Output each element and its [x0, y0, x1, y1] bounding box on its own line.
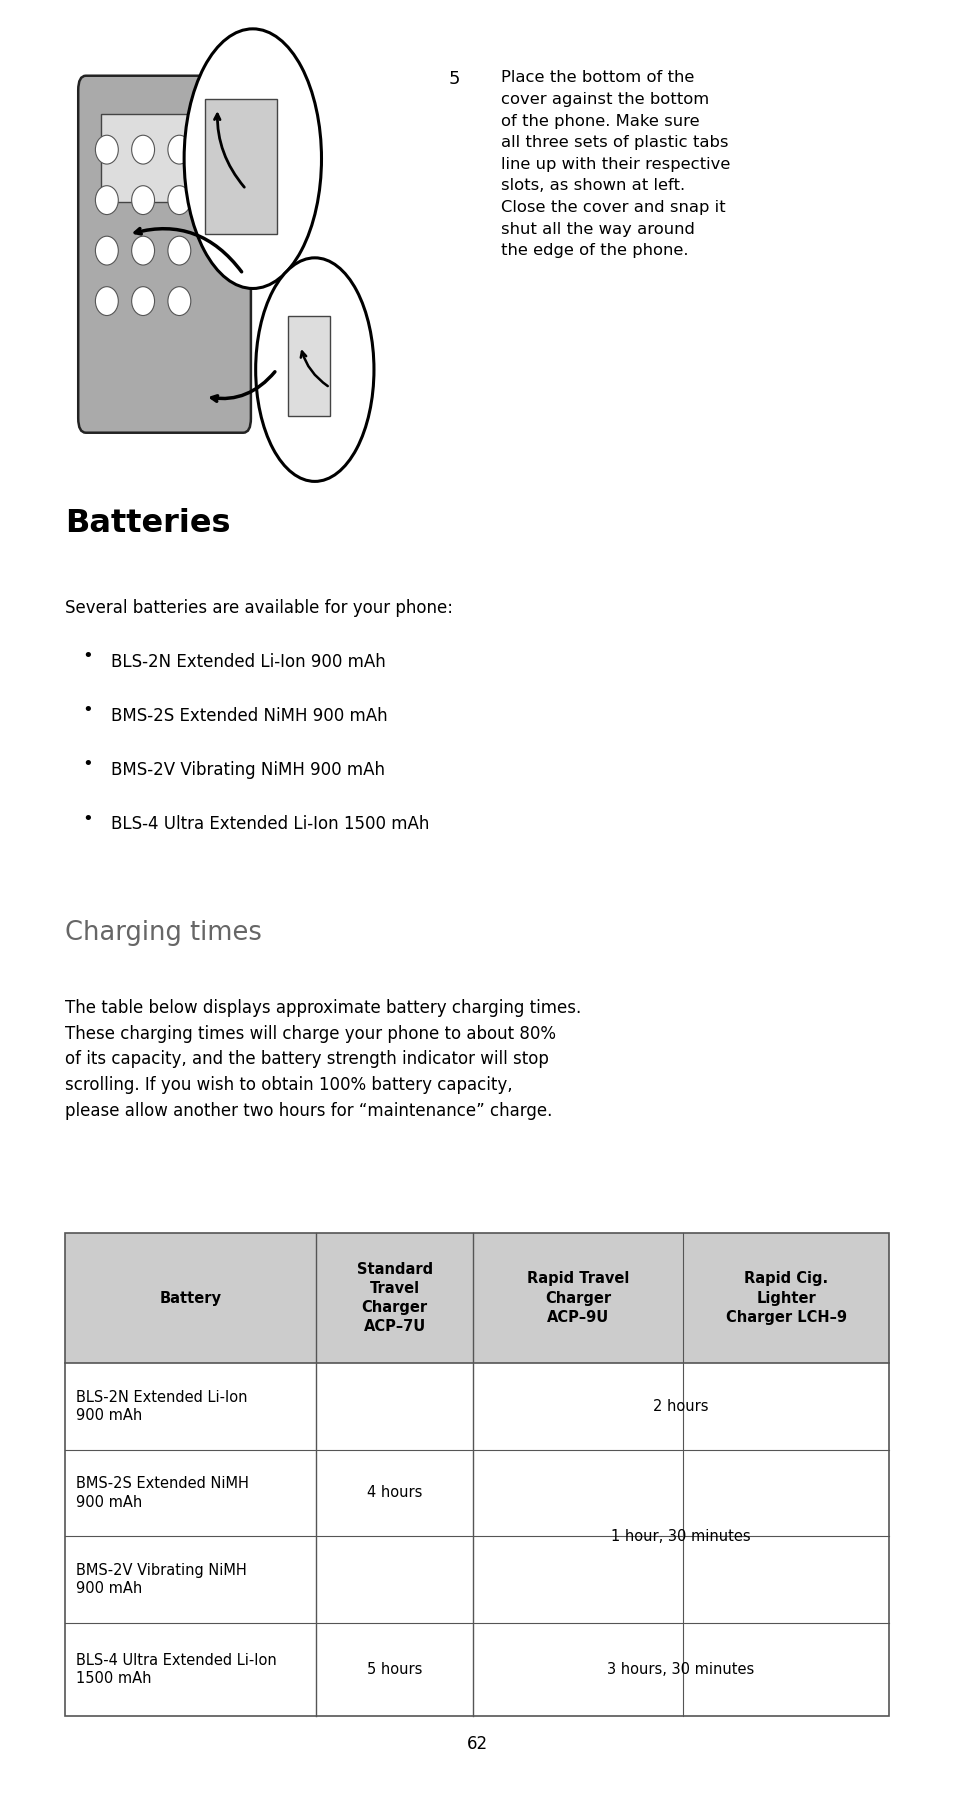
Text: BLS-2N Extended Li-Ion 900 mAh: BLS-2N Extended Li-Ion 900 mAh: [111, 653, 385, 671]
Circle shape: [255, 258, 374, 481]
Text: Battery: Battery: [159, 1291, 221, 1305]
Text: 1 hour, 30 minutes: 1 hour, 30 minutes: [611, 1529, 750, 1543]
Bar: [65, 1233, 888, 1716]
Ellipse shape: [95, 287, 118, 316]
Text: Rapid Travel
Charger
ACP–9U: Rapid Travel Charger ACP–9U: [526, 1271, 628, 1325]
Text: Standard
Travel
Charger
ACP–7U: Standard Travel Charger ACP–7U: [356, 1262, 432, 1334]
FancyBboxPatch shape: [288, 316, 330, 416]
Text: Several batteries are available for your phone:: Several batteries are available for your…: [65, 599, 453, 617]
Ellipse shape: [168, 186, 191, 215]
Text: BLS-4 Ultra Extended Li-Ion 1500 mAh: BLS-4 Ultra Extended Li-Ion 1500 mAh: [111, 815, 429, 833]
Text: Charging times: Charging times: [65, 920, 261, 945]
Text: The table below displays approximate battery charging times.
These charging time: The table below displays approximate bat…: [65, 999, 580, 1120]
Ellipse shape: [132, 287, 154, 316]
Text: Batteries: Batteries: [65, 508, 230, 539]
Text: 5 hours: 5 hours: [367, 1662, 422, 1677]
Ellipse shape: [168, 236, 191, 265]
Text: BMS-2S Extended NiMH 900 mAh: BMS-2S Extended NiMH 900 mAh: [111, 707, 387, 725]
FancyBboxPatch shape: [101, 114, 228, 202]
Text: 62: 62: [466, 1734, 487, 1753]
Text: BLS-2N Extended Li-Ion
900 mAh: BLS-2N Extended Li-Ion 900 mAh: [76, 1390, 248, 1423]
FancyBboxPatch shape: [205, 99, 276, 234]
Text: Rapid Cig.
Lighter
Charger LCH–9: Rapid Cig. Lighter Charger LCH–9: [725, 1271, 845, 1325]
Text: 5: 5: [448, 70, 459, 88]
Ellipse shape: [132, 135, 154, 164]
FancyBboxPatch shape: [78, 76, 251, 433]
Text: •: •: [82, 647, 92, 665]
Text: 4 hours: 4 hours: [367, 1486, 422, 1500]
Text: 2 hours: 2 hours: [653, 1399, 708, 1414]
Text: •: •: [82, 810, 92, 828]
Ellipse shape: [95, 236, 118, 265]
Ellipse shape: [132, 236, 154, 265]
Ellipse shape: [132, 186, 154, 215]
Text: •: •: [82, 701, 92, 719]
Text: Place the bottom of the
cover against the bottom
of the phone. Make sure
all thr: Place the bottom of the cover against th…: [500, 70, 729, 258]
Bar: [65, 1233, 888, 1363]
Ellipse shape: [95, 186, 118, 215]
Text: BMS-2V Vibrating NiMH 900 mAh: BMS-2V Vibrating NiMH 900 mAh: [111, 761, 384, 779]
Text: BMS-2S Extended NiMH
900 mAh: BMS-2S Extended NiMH 900 mAh: [76, 1477, 249, 1509]
Ellipse shape: [95, 135, 118, 164]
Ellipse shape: [168, 287, 191, 316]
Ellipse shape: [168, 135, 191, 164]
Text: •: •: [82, 755, 92, 773]
Circle shape: [184, 29, 321, 288]
Text: BLS-4 Ultra Extended Li-Ion
1500 mAh: BLS-4 Ultra Extended Li-Ion 1500 mAh: [76, 1653, 276, 1686]
Text: BMS-2V Vibrating NiMH
900 mAh: BMS-2V Vibrating NiMH 900 mAh: [76, 1563, 247, 1596]
Text: 3 hours, 30 minutes: 3 hours, 30 minutes: [607, 1662, 754, 1677]
